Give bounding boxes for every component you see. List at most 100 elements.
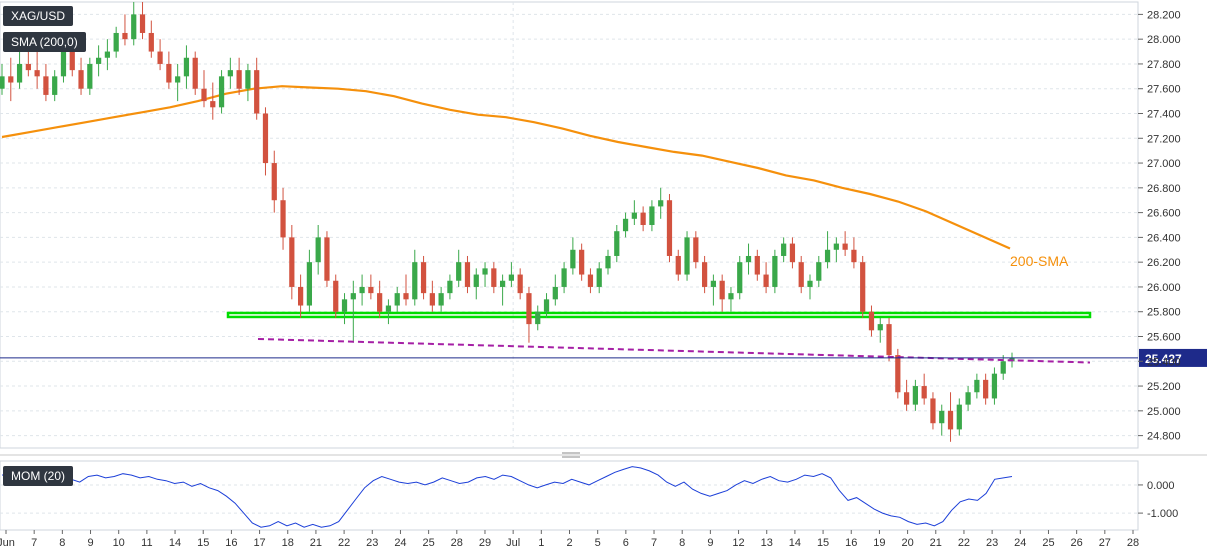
price-tick-label: 26.200 — [1147, 257, 1181, 269]
candle-body — [148, 32, 154, 52]
candle-body — [754, 255, 760, 275]
candle-body — [473, 274, 479, 287]
date-tick-label: 8 — [679, 537, 685, 549]
candle-body — [447, 280, 453, 294]
candle-body — [816, 262, 822, 281]
price-tick-label: 25.600 — [1147, 332, 1181, 344]
candle-body — [131, 14, 137, 40]
falling-trendline — [257, 337, 1091, 364]
candle-body — [614, 231, 620, 256]
axes-layer: 28.200 28.000 27.800 27.600 27.400 27.200 27.0… — [0, 9, 1181, 549]
candle-body — [262, 113, 269, 164]
candle-body — [526, 293, 532, 325]
candle-body — [192, 57, 198, 89]
candle-body — [78, 70, 84, 89]
candle-body — [210, 101, 216, 108]
candle-body — [394, 293, 400, 306]
candle-body — [912, 386, 919, 405]
date-tick-label: 7 — [31, 537, 37, 549]
candle-body — [930, 398, 936, 424]
candle-body — [350, 293, 356, 300]
indicator-label[interactable]: SMA (200,0) — [3, 32, 86, 52]
date-tick-label: 9 — [707, 537, 713, 549]
candle-body — [0, 76, 5, 89]
momentum-tick-label: 0.000 — [1147, 480, 1175, 492]
date-tick-label: 15 — [817, 537, 829, 549]
candle-body — [1000, 361, 1006, 374]
oscillator-label[interactable]: MOM (20) — [3, 466, 73, 486]
price-tick-label: 27.200 — [1147, 133, 1181, 145]
candle-body — [95, 57, 102, 64]
price-tick-label: 25.800 — [1147, 307, 1181, 319]
candles-layer — [0, 2, 1015, 442]
candle-body — [175, 76, 181, 83]
candle-body — [420, 262, 427, 294]
momentum-panel-frame — [0, 460, 1139, 531]
date-tick-label: 21 — [310, 537, 322, 549]
momentum-tick-label: -1.000 — [1147, 508, 1178, 520]
candle-body — [886, 324, 892, 356]
candle-body — [921, 386, 927, 399]
date-tick-label: 24 — [1014, 537, 1026, 549]
candle-body — [877, 324, 883, 331]
last-price-layer: 25.427 — [0, 348, 1207, 367]
price-tick-label: 27.400 — [1147, 109, 1181, 121]
candle-body — [579, 249, 585, 275]
candle-body — [499, 280, 506, 287]
candle-body — [701, 262, 708, 287]
last-price-badge — [1139, 348, 1207, 367]
date-tick-label: 7 — [651, 537, 657, 549]
candle-body — [464, 262, 471, 287]
candle-body — [517, 274, 523, 294]
candle-body — [122, 32, 128, 40]
candle-body — [245, 70, 251, 89]
candle-body — [289, 237, 295, 287]
date-tick-label: 26 — [1071, 537, 1083, 549]
symbol-label[interactable]: XAG/USD — [3, 6, 74, 26]
candle-body — [570, 249, 576, 269]
last-price-value: 25.427 — [1145, 352, 1182, 366]
candle-body — [166, 63, 172, 83]
date-tick-label: 20 — [901, 537, 913, 549]
candle-body — [236, 70, 242, 89]
candle-body — [860, 262, 866, 312]
candle-body — [43, 76, 49, 95]
date-tick-label: 5 — [595, 537, 601, 549]
candle-body — [183, 57, 190, 77]
candle-body — [271, 163, 277, 201]
candle-body — [157, 51, 163, 64]
price-tick-label: 27.000 — [1147, 158, 1181, 170]
date-tick-label: 17 — [253, 537, 265, 549]
candle-body — [833, 243, 839, 250]
candle-body — [939, 410, 945, 424]
candle-body — [25, 63, 31, 71]
candle-body — [52, 76, 58, 95]
candle-body — [227, 70, 233, 77]
price-tick-label: 25.200 — [1147, 381, 1181, 393]
date-tick-label: 14 — [789, 537, 801, 549]
price-tick-label: 26.400 — [1147, 232, 1181, 244]
price-tick-label: 28.000 — [1147, 34, 1181, 46]
candle-body — [429, 293, 435, 306]
sma-layer — [1, 85, 1011, 250]
candle-body — [596, 268, 602, 287]
candle-body — [113, 32, 119, 52]
date-tick-label: 28 — [451, 537, 463, 549]
trendline-layer — [257, 337, 1091, 364]
candle-body — [218, 76, 225, 108]
candle-body — [315, 237, 321, 263]
price-tick-label: 26.600 — [1147, 208, 1181, 220]
candle-body — [719, 280, 725, 300]
candle-body — [842, 243, 848, 250]
date-tick-label: 13 — [761, 537, 773, 549]
candle-body — [745, 255, 752, 263]
candle-body — [640, 212, 646, 225]
candle-body — [543, 299, 550, 312]
date-tick-label: 8 — [59, 537, 65, 549]
candle-body — [535, 311, 541, 325]
candle-body — [824, 249, 831, 263]
candle-body — [658, 200, 664, 207]
support-zone-rect — [226, 311, 1092, 319]
date-tick-label: 10 — [113, 537, 125, 549]
